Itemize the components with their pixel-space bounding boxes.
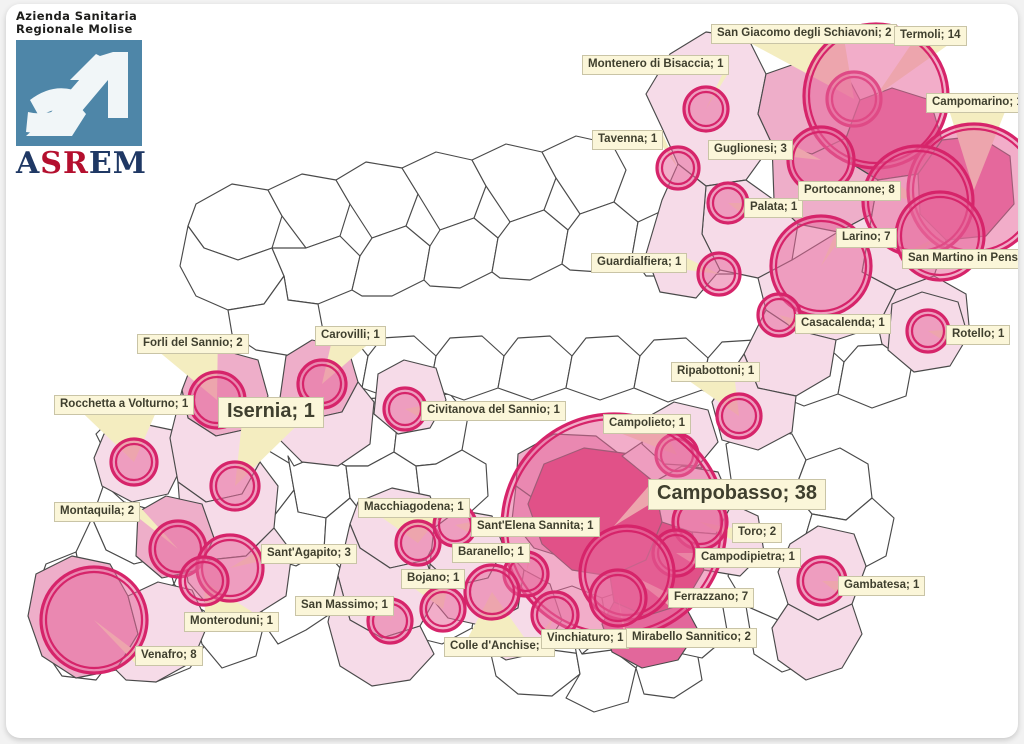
bubble-inner-ring [687,90,725,128]
map-label-monteroduni[interactable]: Monteroduni; 1 [184,612,280,632]
bubble-civitanova-del-sannio[interactable] [382,386,428,432]
map-card: Azienda Sanitaria Regionale Molise ASREM… [6,4,1018,738]
bubble-colle-d-anchise[interactable] [463,563,521,621]
bubble-inner-ring [468,568,516,616]
bubble-inner-ring [114,442,154,482]
bubble-inner-ring [910,313,946,349]
map-label-colle-d-anchise[interactable]: Colle d'Anchise; 2 [444,637,556,657]
bubble-bojano[interactable] [419,585,467,633]
map-label-macchiagodena[interactable]: Macchiagodena; 1 [358,498,470,518]
map-label-sant-agapito[interactable]: Sant'Agapito; 3 [261,544,357,564]
map-label-carovilli[interactable]: Carovilli; 1 [315,326,386,346]
map-label-san-massimo[interactable]: San Massimo; 1 [295,596,394,616]
map-label-san-martino-in-pensilis[interactable]: San Martino in Pensilis; 5 [902,249,1018,269]
logo-line-1: Azienda Sanitaria [16,9,138,23]
map-label-guglionesi[interactable]: Guglionesi; 3 [708,140,793,160]
map-label-venafro[interactable]: Venafro; 8 [135,646,203,666]
map-label-rocchetta-a-volturno[interactable]: Rocchetta a Volturno; 1 [54,395,195,415]
asrem-logo: Azienda Sanitaria Regionale Molise ASREM [16,9,166,180]
bubble-rotello[interactable] [905,308,951,354]
map-label-campobasso[interactable]: Campobasso; 38 [648,479,827,510]
bubble-tavenna[interactable] [655,145,701,191]
bubble-inner-ring [44,570,144,670]
map-label-tavenna[interactable]: Tavenna; 1 [592,130,664,150]
map-label-montaquila[interactable]: Montaquila; 2 [54,502,141,522]
bubble-inner-ring [660,150,696,186]
logo-line-2: Regionale Molise [16,22,133,36]
map-label-mirabello-sannitico[interactable]: Mirabello Sannitico; 2 [626,628,757,648]
map-label-isernia[interactable]: Isernia; 1 [218,397,324,428]
map-label-civitanova-del-sannio[interactable]: Civitanova del Sannio; 1 [421,401,566,421]
bubble-inner-ring [424,590,462,628]
bubble-inner-ring [701,256,737,292]
bubble-monteroduni[interactable] [178,555,230,607]
bubble-macchiagodena[interactable] [394,519,442,567]
bubble-venafro[interactable] [39,565,149,675]
bubble-casacalenda[interactable] [756,292,802,338]
map-label-san-giacomo-degli-schiavoni[interactable]: San Giacomo degli Schiavoni; 2 [711,24,898,44]
map-label-gambatesa[interactable]: Gambatesa; 1 [838,576,926,596]
map-label-baranello[interactable]: Baranello; 1 [452,543,530,563]
bubble-inner-ring [711,186,745,220]
bubble-inner-ring [593,573,643,623]
map-label-casacalenda[interactable]: Casacalenda; 1 [795,314,891,334]
map-label-campolieto[interactable]: Campolieto; 1 [603,414,692,434]
map-label-bojano[interactable]: Bojano; 1 [401,569,466,589]
map-label-rotello[interactable]: Rotello; 1 [946,325,1011,345]
map-label-termoli[interactable]: Termoli; 14 [894,26,967,46]
bubble-inner-ring [399,524,437,562]
map-label-palata[interactable]: Palata; 1 [744,198,804,218]
bubble-guardialfiera[interactable] [696,251,742,297]
bubble-isernia[interactable] [209,460,261,512]
bubble-inner-ring [214,465,256,507]
map-label-campomarino[interactable]: Campomarino; 12 [926,93,1018,113]
bubble-mirabello-sannitico[interactable] [588,568,648,628]
map-label-campodipietra[interactable]: Campodipietra; 1 [695,548,801,568]
bubble-inner-ring [153,524,203,574]
map-label-ripabottoni[interactable]: Ripabottoni; 1 [671,362,761,382]
bubble-ripabottoni[interactable] [715,392,763,440]
bubble-rocchetta-a-volturno[interactable] [109,437,159,487]
bubble-inner-ring [720,397,758,435]
map-label-montenero-di-bisaccia[interactable]: Montenero di Bisaccia; 1 [582,55,730,75]
map-label-sant-elena-sannita[interactable]: Sant'Elena Sannita; 1 [471,517,600,537]
map-label-portocannone[interactable]: Portocannone; 8 [798,181,901,201]
bubble-inner-ring [774,219,868,313]
map-label-larino[interactable]: Larino; 7 [836,228,897,248]
map-label-toro[interactable]: Toro; 2 [732,523,783,543]
bubble-inner-ring [899,195,981,277]
map-label-vinchiaturo[interactable]: Vinchiaturo; 1 [541,629,630,649]
map-label-forli-del-sannio[interactable]: Forli del Sannio; 2 [137,334,249,354]
bubble-inner-ring [183,560,225,602]
logo-acronym: ASREM [16,146,147,181]
bubble-montenero-di-bisaccia[interactable] [682,85,730,133]
logo-emblem [16,40,142,146]
map-label-guardialfiera[interactable]: Guardialfiera; 1 [591,253,688,273]
map-label-ferrazzano[interactable]: Ferrazzano; 7 [668,588,755,608]
